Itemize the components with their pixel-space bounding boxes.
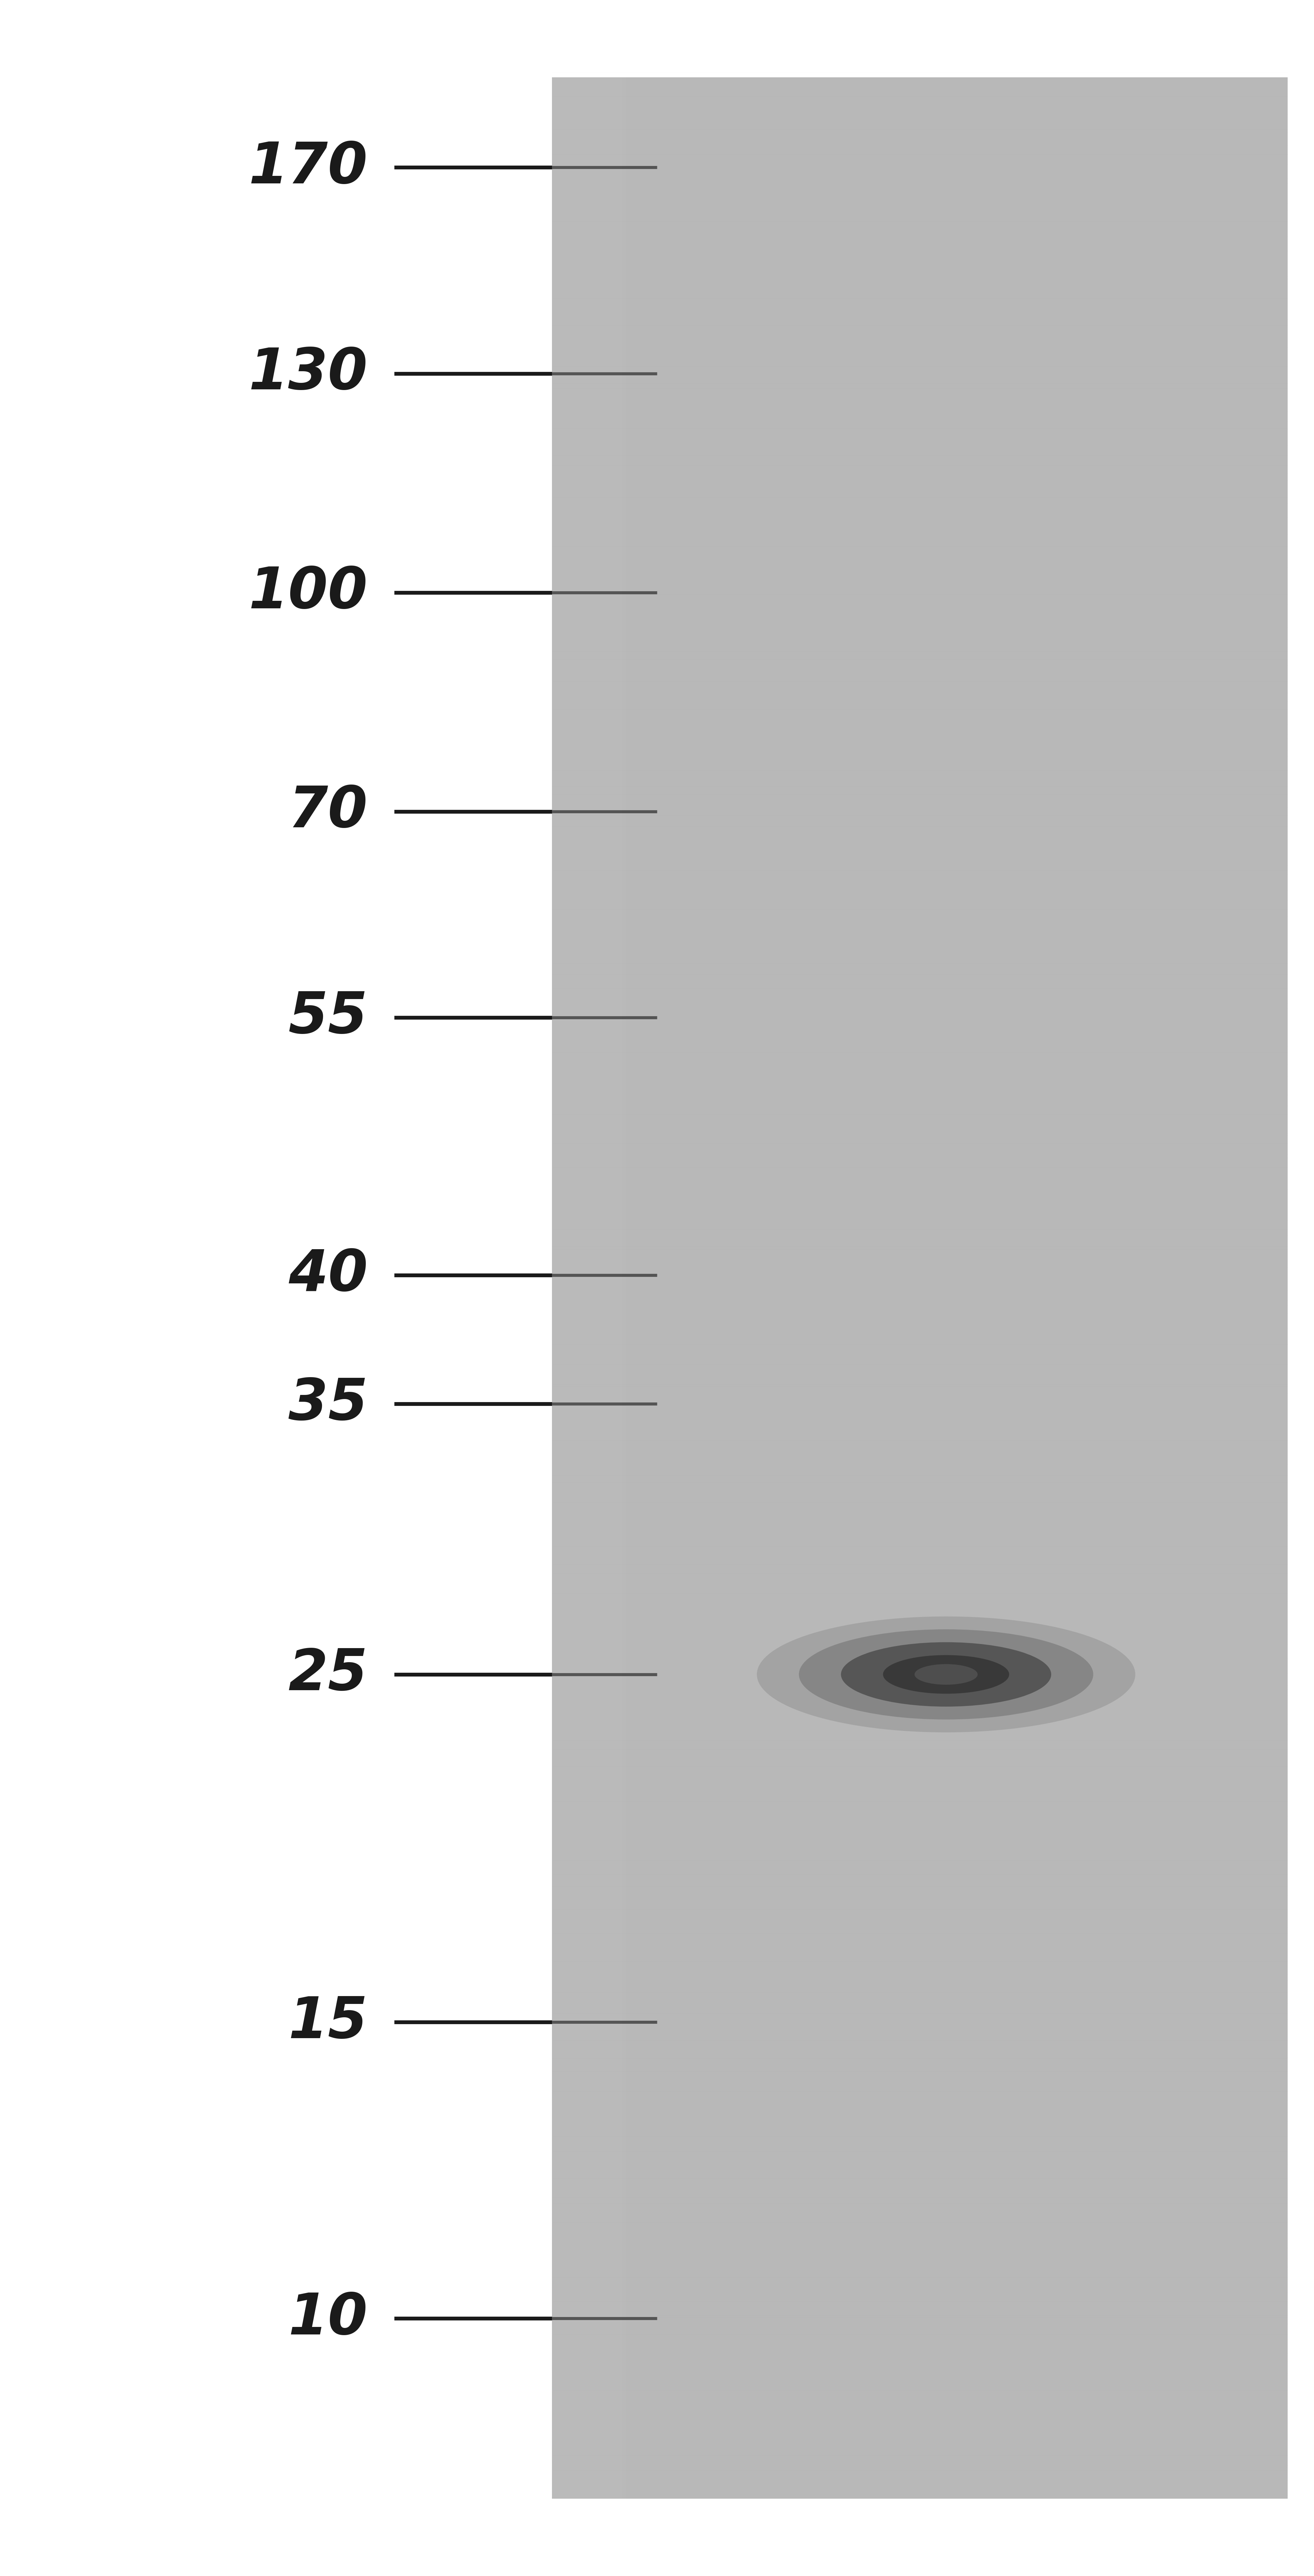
Bar [552, 77, 615, 2499]
Bar [552, 77, 589, 2499]
Text: 25: 25 [289, 1646, 368, 1703]
Bar [552, 77, 625, 2499]
Text: 15: 15 [289, 1994, 368, 2050]
Bar [552, 77, 578, 2499]
Text: 170: 170 [248, 139, 368, 196]
Text: 35: 35 [289, 1376, 368, 1432]
Bar [552, 77, 574, 2499]
Bar [552, 77, 562, 2499]
Text: 70: 70 [289, 783, 368, 840]
Bar [552, 77, 622, 2499]
Bar [552, 77, 597, 2499]
Bar [552, 77, 607, 2499]
Text: 55: 55 [289, 989, 368, 1046]
Bar [552, 77, 560, 2499]
Bar [552, 77, 611, 2499]
Bar [552, 77, 599, 2499]
Bar [552, 77, 556, 2499]
Ellipse shape [841, 1643, 1051, 1708]
Bar [552, 77, 570, 2499]
Ellipse shape [915, 1664, 978, 1685]
Bar [552, 77, 593, 2499]
Text: 40: 40 [289, 1247, 368, 1303]
Bar [552, 77, 618, 2499]
Ellipse shape [883, 1656, 1009, 1695]
Bar [552, 77, 1288, 2499]
Bar [552, 77, 603, 2499]
Ellipse shape [799, 1631, 1093, 1721]
Bar [552, 77, 566, 2499]
Text: 100: 100 [248, 564, 368, 621]
Text: 130: 130 [248, 345, 368, 402]
Bar [552, 77, 585, 2499]
Text: 10: 10 [289, 2290, 368, 2347]
Ellipse shape [757, 1618, 1135, 1734]
Bar [552, 77, 581, 2499]
